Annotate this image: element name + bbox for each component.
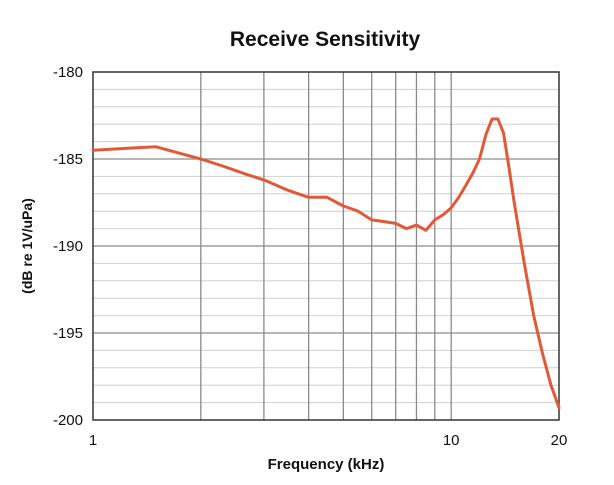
y-axis-label: (dB re 1V/uPa) xyxy=(19,198,35,294)
series-line-0 xyxy=(91,117,561,410)
y-tick-label: -200 xyxy=(53,412,83,429)
y-tick-label: -185 xyxy=(53,151,83,168)
x-tick-label: 20 xyxy=(551,432,568,449)
x-axis-label: Frequency (kHz) xyxy=(268,456,385,473)
y-tick-label: -195 xyxy=(53,325,83,342)
y-tick-label: -190 xyxy=(53,238,83,255)
grid-major xyxy=(93,72,559,420)
series-layer xyxy=(91,117,561,410)
x-tick-label: 1 xyxy=(89,432,97,449)
grid-minor xyxy=(93,88,559,404)
x-tick-labels: 1 10 20 xyxy=(89,432,568,449)
plot-frame xyxy=(92,71,560,421)
y-tick-labels: -180 -185 -190 -195 -200 xyxy=(53,64,83,429)
y-tick-label: -180 xyxy=(53,64,83,81)
x-tick-label: 10 xyxy=(443,432,460,449)
chart-title: Receive Sensitivity xyxy=(230,28,421,51)
